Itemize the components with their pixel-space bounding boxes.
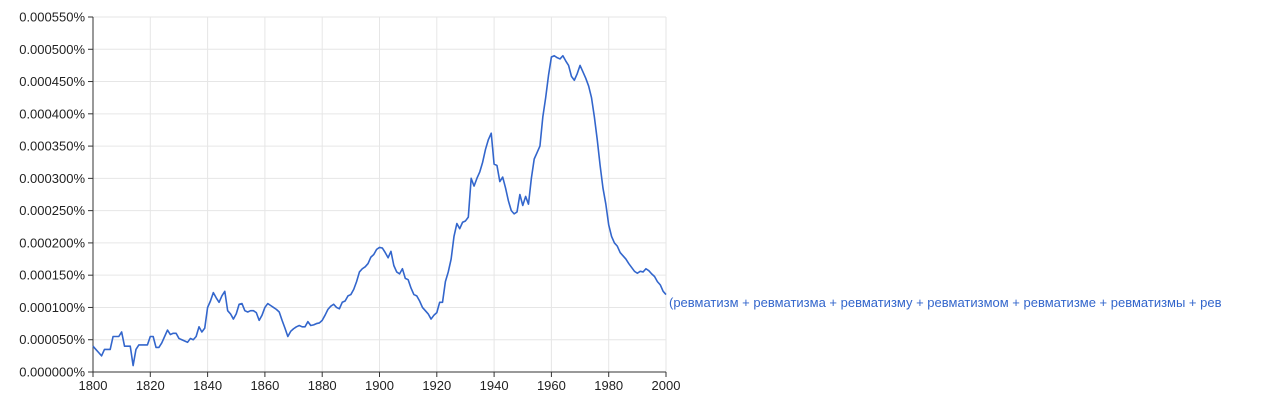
y-tick-label: 0.000100% (19, 300, 85, 315)
series-line[interactable] (92, 54, 667, 367)
x-tick-label: 1920 (422, 378, 451, 393)
x-tick-label: 1820 (136, 378, 165, 393)
y-axis-tick-labels: 0.000000% 0.000050% 0.000100% 0.000150% 0.00… (19, 10, 93, 380)
series-label[interactable]: (ревматизм + ревматизма + ревматизму + р… (669, 295, 1222, 310)
y-tick-label: 0.000250% (19, 203, 85, 218)
x-tick-label: 1900 (365, 378, 394, 393)
y-tick-label: 0.000500% (19, 42, 85, 57)
x-tick-label: 1800 (79, 378, 108, 393)
x-tick-label: 1840 (193, 378, 222, 393)
x-axis-tick-labels: 1800 1820 1840 1860 1880 1900 1920 1940 1960 1980… (79, 372, 681, 393)
y-tick-label: 0.000200% (19, 235, 85, 250)
y-tick-label: 0.000150% (19, 268, 85, 283)
x-tick-label: 1960 (537, 378, 566, 393)
gridlines (93, 16, 667, 372)
y-tick-label: 0.000400% (19, 106, 85, 121)
y-tick-label: 0.000000% (19, 365, 85, 380)
y-tick-label: 0.000550% (19, 10, 85, 25)
y-tick-label: 0.000300% (19, 171, 85, 186)
y-tick-label: 0.000350% (19, 139, 85, 154)
series-lines (92, 54, 667, 367)
y-tick-label: 0.000450% (19, 74, 85, 89)
series-labels[interactable]: (ревматизм + ревматизма + ревматизму + р… (669, 295, 1222, 310)
x-tick-label: 2000 (652, 378, 681, 393)
x-tick-label: 1860 (250, 378, 279, 393)
x-tick-label: 1880 (308, 378, 337, 393)
x-tick-label: 1980 (594, 378, 623, 393)
x-tick-label: 1940 (480, 378, 509, 393)
y-tick-label: 0.000050% (19, 332, 85, 347)
